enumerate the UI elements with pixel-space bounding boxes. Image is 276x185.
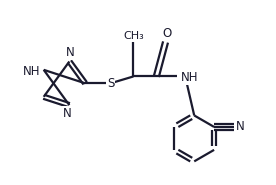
- Text: NH: NH: [181, 71, 199, 84]
- Text: NH: NH: [23, 65, 40, 78]
- Text: N: N: [66, 46, 75, 59]
- Text: N: N: [236, 120, 245, 133]
- Text: N: N: [63, 107, 71, 120]
- Text: O: O: [162, 27, 171, 40]
- Text: S: S: [107, 77, 114, 90]
- Text: CH₃: CH₃: [123, 31, 144, 41]
